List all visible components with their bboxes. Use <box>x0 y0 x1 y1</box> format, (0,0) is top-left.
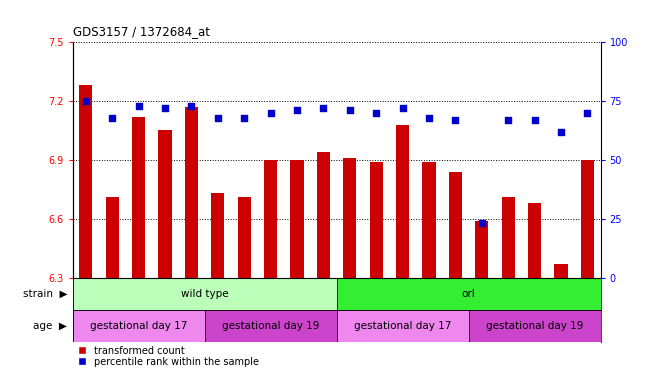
Bar <box>396 124 409 278</box>
Bar <box>337 310 469 342</box>
Point <box>450 117 461 123</box>
Point <box>371 110 381 116</box>
Bar <box>422 162 436 278</box>
Point <box>292 108 302 114</box>
Point <box>81 98 91 104</box>
Bar <box>106 197 119 278</box>
Text: orl: orl <box>462 288 475 298</box>
Bar <box>185 107 198 278</box>
Bar <box>158 131 172 278</box>
Bar <box>264 160 277 278</box>
Point <box>186 103 197 109</box>
Point <box>265 110 276 116</box>
Point <box>477 220 487 227</box>
Text: GDS3157 / 1372684_at: GDS3157 / 1372684_at <box>73 25 210 38</box>
Bar <box>73 310 205 342</box>
Bar <box>290 160 304 278</box>
Point <box>133 103 144 109</box>
Bar <box>79 85 92 278</box>
Bar <box>370 162 383 278</box>
Bar <box>73 278 337 310</box>
Bar <box>581 160 594 278</box>
Bar <box>469 310 601 342</box>
Bar <box>449 172 462 278</box>
Bar <box>211 193 224 278</box>
Point <box>160 105 170 111</box>
Bar <box>238 197 251 278</box>
Point <box>529 117 540 123</box>
Bar <box>343 158 356 278</box>
Bar <box>317 152 330 278</box>
Point <box>318 105 329 111</box>
Text: gestational day 17: gestational day 17 <box>90 321 187 331</box>
Bar <box>528 203 541 278</box>
Bar <box>475 221 488 278</box>
Point <box>397 105 408 111</box>
Bar <box>205 310 337 342</box>
Bar <box>132 117 145 278</box>
Legend: transformed count, percentile rank within the sample: transformed count, percentile rank withi… <box>77 344 260 368</box>
Point <box>239 114 249 121</box>
Point <box>107 114 117 121</box>
Text: age  ▶: age ▶ <box>34 321 67 331</box>
Text: gestational day 19: gestational day 19 <box>486 321 583 331</box>
Bar <box>554 264 568 278</box>
Point <box>345 108 355 114</box>
Bar <box>337 278 601 310</box>
Text: wild type: wild type <box>181 288 228 298</box>
Point <box>582 110 593 116</box>
Point <box>424 114 434 121</box>
Point <box>556 129 566 135</box>
Point <box>213 114 223 121</box>
Text: strain  ▶: strain ▶ <box>23 288 67 298</box>
Point <box>503 117 513 123</box>
Bar <box>502 197 515 278</box>
Text: gestational day 19: gestational day 19 <box>222 321 319 331</box>
Text: gestational day 17: gestational day 17 <box>354 321 451 331</box>
